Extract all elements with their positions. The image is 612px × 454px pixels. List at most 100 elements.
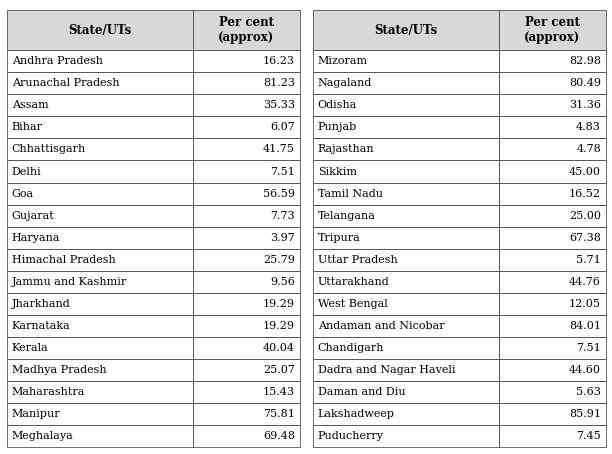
Bar [313, 425, 499, 447]
Bar [313, 205, 499, 227]
Text: Rajasthan: Rajasthan [318, 144, 375, 154]
Bar [193, 293, 300, 315]
Text: Karnataka: Karnataka [12, 321, 70, 331]
Text: 4.83: 4.83 [576, 123, 601, 133]
Bar [499, 249, 606, 271]
Bar [313, 138, 499, 160]
Text: Lakshadweep: Lakshadweep [318, 409, 395, 419]
Bar [499, 271, 606, 293]
Text: 15.43: 15.43 [263, 387, 295, 397]
Bar [313, 183, 499, 205]
Bar [313, 50, 499, 72]
Text: 7.45: 7.45 [577, 431, 601, 441]
Bar [193, 227, 300, 249]
Text: 4.78: 4.78 [577, 144, 601, 154]
Bar [193, 381, 300, 403]
Bar [7, 205, 193, 227]
Text: 56.59: 56.59 [263, 188, 295, 198]
Bar [313, 116, 499, 138]
Bar [499, 227, 606, 249]
Bar [193, 359, 300, 381]
Text: Gujarat: Gujarat [12, 211, 54, 221]
Bar [499, 116, 606, 138]
Text: Daman and Diu: Daman and Diu [318, 387, 405, 397]
Bar [499, 381, 606, 403]
Bar [313, 227, 499, 249]
Text: 3.97: 3.97 [271, 232, 295, 243]
Bar [193, 10, 300, 50]
Bar [7, 425, 193, 447]
Bar [193, 160, 300, 183]
Text: Jammu and Kashmir: Jammu and Kashmir [12, 277, 127, 287]
Text: Jharkhand: Jharkhand [12, 299, 70, 309]
Text: Tripura: Tripura [318, 232, 360, 243]
Bar [7, 381, 193, 403]
Bar [193, 94, 300, 116]
Text: 69.48: 69.48 [263, 431, 295, 441]
Bar [313, 271, 499, 293]
Bar [499, 315, 606, 337]
Bar [193, 315, 300, 337]
Text: Kerala: Kerala [12, 343, 48, 353]
Bar [499, 72, 606, 94]
Text: Manipur: Manipur [12, 409, 60, 419]
Text: Telangana: Telangana [318, 211, 376, 221]
Bar [7, 315, 193, 337]
Bar [7, 160, 193, 183]
Text: 35.33: 35.33 [263, 100, 295, 110]
Text: 85.91: 85.91 [569, 409, 601, 419]
Bar [313, 94, 499, 116]
Text: Bihar: Bihar [12, 123, 43, 133]
Text: Uttarakhand: Uttarakhand [318, 277, 389, 287]
Bar [499, 205, 606, 227]
Text: Maharashtra: Maharashtra [12, 387, 85, 397]
Bar [7, 249, 193, 271]
Bar [499, 337, 606, 359]
Bar [7, 227, 193, 249]
Bar [7, 10, 193, 50]
Text: Delhi: Delhi [12, 167, 42, 177]
Text: 5.63: 5.63 [576, 387, 601, 397]
Bar [313, 381, 499, 403]
Bar [499, 205, 606, 227]
Bar [7, 315, 193, 337]
Bar [7, 160, 193, 183]
Text: Chandigarh: Chandigarh [318, 343, 384, 353]
Bar [313, 337, 499, 359]
Bar [499, 72, 606, 94]
Bar [193, 337, 300, 359]
Text: 25.00: 25.00 [569, 211, 601, 221]
Bar [499, 94, 606, 116]
Bar [499, 183, 606, 205]
Bar [7, 381, 193, 403]
Bar [7, 403, 193, 425]
Text: 6.07: 6.07 [271, 123, 295, 133]
Text: Himachal Pradesh: Himachal Pradesh [12, 255, 116, 265]
Text: Per cent
(approx): Per cent (approx) [524, 16, 581, 44]
Bar [7, 50, 193, 72]
Text: 75.81: 75.81 [263, 409, 295, 419]
Bar [7, 359, 193, 381]
Text: State/UTs: State/UTs [69, 24, 132, 37]
Bar [7, 205, 193, 227]
Text: Andaman and Nicobar: Andaman and Nicobar [318, 321, 444, 331]
Bar [499, 160, 606, 183]
Text: 25.79: 25.79 [263, 255, 295, 265]
Bar [193, 205, 300, 227]
Text: 9.56: 9.56 [270, 277, 295, 287]
Bar [313, 315, 499, 337]
Text: Odisha: Odisha [318, 100, 357, 110]
Bar [193, 249, 300, 271]
Bar [7, 183, 193, 205]
Bar [313, 359, 499, 381]
Bar [7, 403, 193, 425]
Text: Madhya Pradesh: Madhya Pradesh [12, 365, 106, 375]
Bar [7, 337, 193, 359]
Bar [7, 94, 193, 116]
Bar [193, 425, 300, 447]
Text: 5.71: 5.71 [577, 255, 601, 265]
Text: Meghalaya: Meghalaya [12, 431, 73, 441]
Bar [193, 10, 300, 50]
Bar [7, 94, 193, 116]
Text: State/UTs: State/UTs [375, 24, 438, 37]
